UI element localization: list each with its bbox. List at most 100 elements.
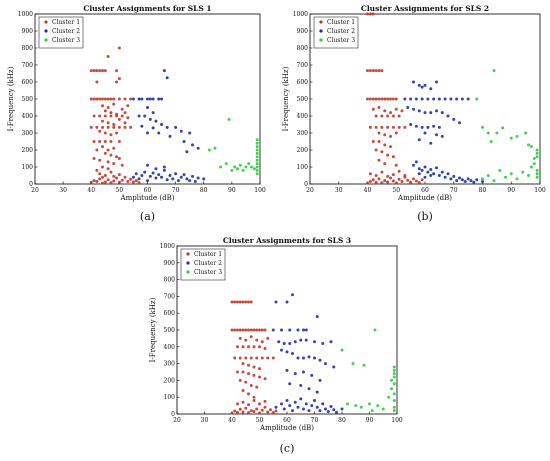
y-tick-label: 0: [304, 181, 308, 188]
data-point: [374, 148, 378, 152]
data-point: [249, 328, 253, 332]
data-point: [238, 300, 242, 304]
data-point: [123, 97, 127, 101]
data-point: [403, 125, 407, 129]
data-point: [423, 111, 427, 115]
data-point: [383, 179, 387, 183]
data-point: [101, 104, 104, 108]
data-point: [285, 368, 289, 372]
data-point: [318, 378, 322, 382]
data-point: [271, 328, 275, 332]
y-tick-label: 300: [22, 130, 34, 137]
x-tick-label: 30: [59, 187, 67, 194]
data-point: [524, 131, 528, 135]
y-tick-label: 500: [22, 96, 34, 103]
data-point: [165, 76, 169, 80]
y-tick-label: 100: [164, 394, 176, 401]
data-point: [335, 410, 338, 414]
data-point: [313, 399, 316, 403]
y-tick-label: 300: [164, 361, 176, 368]
data-point: [315, 315, 319, 319]
data-point: [171, 177, 175, 181]
data-point: [260, 340, 264, 344]
data-point: [460, 178, 464, 182]
x-tick-label: 80: [479, 187, 487, 194]
data-point: [377, 158, 381, 162]
data-point: [230, 411, 234, 415]
data-point: [112, 97, 116, 101]
data-point: [238, 328, 242, 332]
data-point: [146, 97, 149, 101]
data-point: [449, 97, 453, 101]
data-point: [420, 97, 424, 101]
data-point: [346, 402, 349, 406]
data-point: [247, 392, 250, 396]
data-point: [89, 69, 93, 73]
data-point: [324, 407, 327, 411]
data-point: [391, 155, 395, 159]
data-point: [258, 367, 261, 371]
data-point: [383, 162, 387, 166]
data-point: [383, 143, 387, 147]
data-point: [112, 125, 116, 129]
data-point: [140, 174, 144, 177]
data-point: [394, 181, 398, 185]
data-point: [274, 300, 278, 304]
x-tick-label: 40: [228, 417, 236, 424]
data-point: [391, 97, 395, 101]
data-point: [112, 162, 116, 166]
legend-entry: Cluster 3: [194, 269, 222, 276]
data-point: [117, 97, 121, 101]
data-point: [288, 404, 292, 408]
data-point: [362, 363, 366, 367]
legend-entry: Cluster 1: [327, 19, 355, 26]
data-point: [151, 97, 155, 101]
data-point: [371, 178, 375, 182]
data-point: [406, 178, 410, 182]
data-point: [165, 178, 169, 182]
data-point: [392, 392, 396, 396]
y-tick-label: 700: [164, 293, 176, 300]
data-point: [412, 107, 415, 111]
data-point: [126, 116, 130, 120]
x-tick-label: 50: [392, 187, 400, 194]
data-point: [238, 407, 242, 411]
legend: Cluster 1 Cluster 2 Cluster 3: [313, 16, 359, 49]
data-point: [247, 372, 250, 376]
data-point: [174, 172, 178, 176]
data-point: [392, 409, 396, 413]
data-point: [386, 125, 390, 129]
data-point: [92, 157, 96, 160]
data-point: [409, 123, 413, 126]
data-point: [293, 340, 297, 344]
data-point: [115, 155, 119, 159]
data-point: [109, 170, 113, 174]
y-tick-label: 1000: [160, 243, 175, 250]
y-axis-label: I-Frequency (kHz): [7, 66, 15, 131]
data-point: [123, 121, 127, 125]
legend-entry: Cluster 2: [52, 28, 80, 35]
data-point: [89, 125, 93, 129]
data-point: [131, 180, 135, 184]
legend-marker: [186, 252, 190, 256]
data-point: [255, 162, 259, 166]
data-point: [351, 362, 355, 366]
data-point: [455, 97, 459, 101]
panel-caption: (b): [417, 210, 433, 223]
data-point: [188, 131, 192, 135]
data-point: [247, 363, 250, 367]
data-point: [492, 69, 496, 73]
data-point: [244, 165, 248, 169]
data-point: [120, 163, 124, 167]
data-point: [313, 356, 316, 360]
data-point: [230, 300, 234, 304]
data-point: [95, 148, 99, 152]
legend-marker: [319, 29, 323, 33]
data-point: [247, 328, 250, 332]
data-point: [414, 124, 418, 128]
data-point: [117, 117, 121, 121]
data-point: [106, 148, 110, 152]
data-point: [515, 134, 519, 138]
data-point: [285, 300, 289, 304]
data-point: [359, 405, 363, 409]
